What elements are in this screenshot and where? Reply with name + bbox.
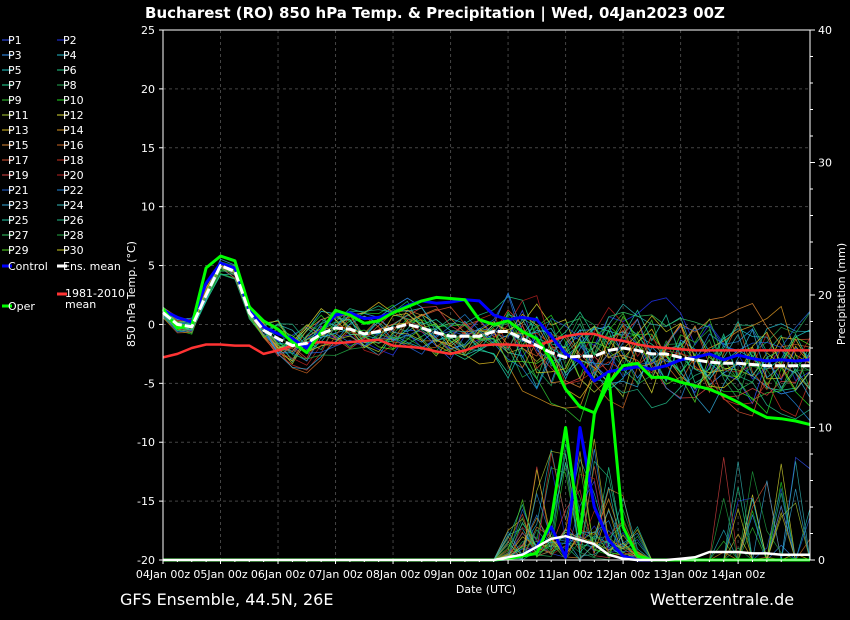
y2-tick-label: 20 <box>818 289 832 302</box>
y2-tick-label: 40 <box>818 24 832 37</box>
y2-tick-label: 10 <box>818 422 832 435</box>
y-tick-label: -15 <box>137 495 155 508</box>
legend-label: P26 <box>63 214 84 227</box>
legend-label: P30 <box>63 244 84 257</box>
legend-label: P13 <box>8 124 29 137</box>
legend-label: P7 <box>8 79 22 92</box>
ensemble-member-precip-line <box>163 471 810 561</box>
ens-mean-precip-line <box>163 534 810 562</box>
legend-label: P4 <box>63 49 77 62</box>
legend-label: P24 <box>63 199 84 212</box>
ensemble-member-precip-line <box>163 438 810 561</box>
legend-label: P18 <box>63 154 84 167</box>
ensemble-member-precip-line <box>163 488 811 562</box>
legend-label: P19 <box>8 169 29 182</box>
ensemble-member-precip-line <box>163 488 810 561</box>
legend-label: P16 <box>63 139 84 152</box>
plot-frame <box>162 29 811 561</box>
legend-label: P12 <box>63 109 84 122</box>
climate-mean-line <box>162 332 810 359</box>
x-tick-label: 05Jan 00z <box>193 568 247 581</box>
x-tick-label: 12Jan 00z <box>596 568 650 581</box>
legend-label: P20 <box>63 169 84 182</box>
y-tick-label: -5 <box>144 377 155 390</box>
chart-title: Bucharest (RO) 850 hPa Temp. & Precipita… <box>145 4 725 23</box>
ensemble-member-precip-line <box>163 492 810 561</box>
legend-label: P21 <box>8 184 29 197</box>
legend-label: mean <box>65 298 96 311</box>
legend-label: P2 <box>63 34 77 47</box>
legend-label: 1981-2010 <box>65 287 125 300</box>
y-tick-label: 5 <box>148 260 155 273</box>
y-tick-label: 25 <box>141 24 155 37</box>
legend-label: P23 <box>8 199 29 212</box>
legend-label: P22 <box>63 184 84 197</box>
ensemble-member-line <box>162 258 811 414</box>
footer-source: Wetterzentrale.de <box>650 590 794 609</box>
ensemble-member-precip-line <box>163 487 811 561</box>
legend-label: Oper <box>8 300 35 313</box>
ensemble-member-precip-line <box>163 480 811 561</box>
legend-label: P9 <box>8 94 22 107</box>
y-tick-label: 15 <box>141 142 155 155</box>
ensemble-member-line <box>162 264 811 378</box>
y-tick-label: -20 <box>137 554 155 567</box>
legend-label: P25 <box>8 214 29 227</box>
x-tick-label: 11Jan 00z <box>538 568 592 581</box>
legend-label: P11 <box>8 109 29 122</box>
ensemble-members <box>162 258 811 562</box>
legend-label: P15 <box>8 139 29 152</box>
legend: P1 P2 P3 P4 P5 P6 P7 P8 P9 P10 P11 P12 P13 P14 P15 P16 P… <box>2 34 125 313</box>
ensemble-member-line <box>162 264 811 391</box>
x-tick-label: 08Jan 00z <box>366 568 420 581</box>
y2-tick-label: 30 <box>818 157 832 170</box>
x-tick-label: 10Jan 00z <box>481 568 535 581</box>
legend-label: P3 <box>8 49 22 62</box>
legend-label: P29 <box>8 244 29 257</box>
ensemble-member-precip-line <box>163 522 810 561</box>
x-tick-label: 13Jan 00z <box>653 568 707 581</box>
legend-label: P14 <box>63 124 84 137</box>
x-tick-label: 14Jan 00z <box>711 568 765 581</box>
legend-label: P8 <box>63 79 77 92</box>
y-axis-label: 850 hPa Temp. (°C) <box>125 241 138 347</box>
legend-label: P27 <box>8 229 29 242</box>
y-tick-label: 10 <box>141 201 155 214</box>
legend-label: P28 <box>63 229 84 242</box>
legend-label: P10 <box>63 94 84 107</box>
x-tick-label: 07Jan 00z <box>308 568 362 581</box>
footer-model: GFS Ensemble, 44.5N, 26E <box>120 590 333 609</box>
legend-label: P5 <box>8 64 22 77</box>
ensemble-member-precip-line <box>163 473 810 561</box>
x-tick-label: 09Jan 00z <box>423 568 477 581</box>
y-tick-label: -10 <box>137 436 155 449</box>
ens-mean-temp-line <box>162 264 810 368</box>
y-tick-label: 20 <box>141 83 155 96</box>
x-tick-label: 06Jan 00z <box>251 568 305 581</box>
legend-label: P6 <box>63 64 77 77</box>
oper-temp-line <box>161 254 811 427</box>
control-precip-line <box>163 426 810 562</box>
legend-label: Control <box>8 260 48 273</box>
grid <box>163 30 810 560</box>
legend-label: Ens. mean <box>63 260 121 273</box>
control-temp-line <box>162 261 811 383</box>
legend-label: P17 <box>8 154 29 167</box>
x-tick-label: 04Jan 00z <box>136 568 190 581</box>
y-tick-label: 0 <box>148 318 155 331</box>
ensemble-member-line <box>162 273 811 423</box>
y2-tick-label: 0 <box>818 554 825 567</box>
series-group <box>161 254 811 562</box>
legend-label: P1 <box>8 34 22 47</box>
y2-axis-label: Precipitation (mm) <box>835 243 848 345</box>
x-axis-label: Date (UTC) <box>456 583 516 596</box>
ensemble-member-precip-line <box>163 443 810 561</box>
